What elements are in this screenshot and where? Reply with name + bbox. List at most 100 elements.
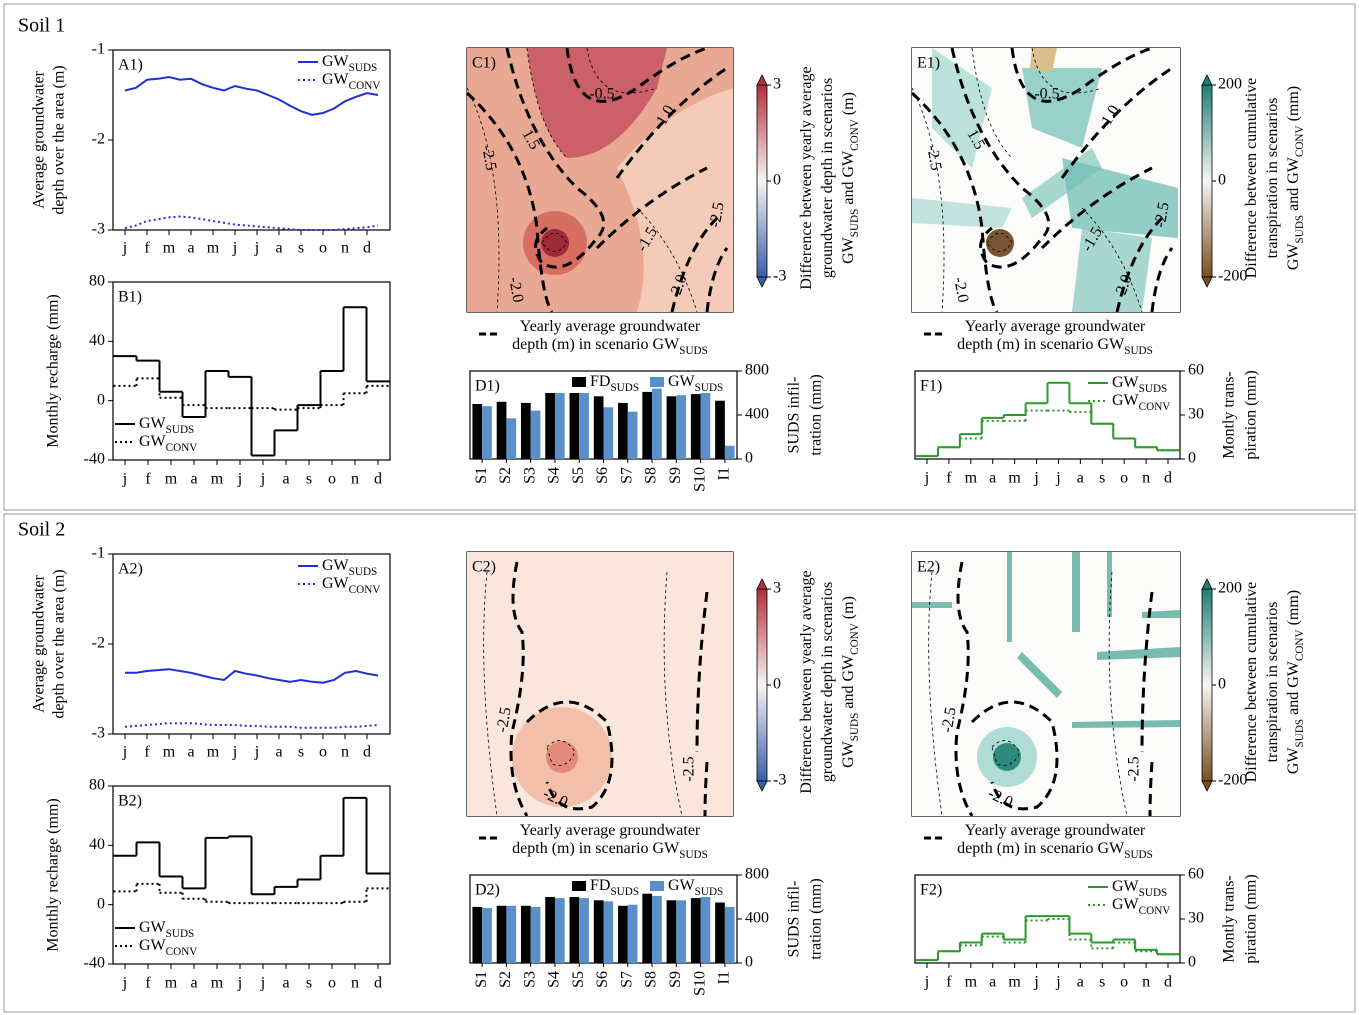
legend-label-part: GW (139, 919, 167, 936)
colorbar-label: GWSUDS and GWCONV (mm) (1285, 86, 1306, 270)
bar (690, 898, 701, 963)
bar (603, 407, 614, 459)
bar (579, 393, 589, 459)
contour-label: -2.5 (939, 706, 960, 734)
legend-label: depth (m) in scenario GWSUDS (512, 336, 708, 357)
field-zone (993, 743, 1021, 771)
y-tick-label: -1 (92, 545, 105, 562)
x-tick-label: S7 (618, 971, 635, 988)
colorbar-label-part: GW (840, 236, 857, 264)
x-tick-label: m (163, 744, 176, 761)
x-tick-label: d (363, 240, 371, 257)
y-axis-label: Monthly recharge (mm) (45, 798, 62, 951)
x-tick-label: a (1077, 974, 1084, 991)
legend-label-part: GW (668, 877, 696, 894)
y-tick-label: 0 (1188, 954, 1196, 971)
colorbar-label-part: Difference between yearly average (798, 66, 815, 289)
contour-line (1115, 216, 1164, 313)
colorbar-extend (756, 276, 768, 288)
colorbar-label: Difference between yearly average (798, 570, 815, 793)
colorbar-label-part: and GW (1285, 660, 1302, 719)
x-tick-label: j (237, 975, 242, 992)
legend-label-part: GW (668, 373, 696, 390)
colorbar-tick-label: -3 (773, 772, 786, 789)
legend-label-part: SUDS (1139, 383, 1168, 395)
legend-label-part: CONV (166, 946, 198, 958)
legend-label-part: GW (139, 415, 167, 432)
legend-label-part: SUDS (1124, 345, 1153, 357)
x-tick-label: f (144, 744, 150, 761)
x-tick-label: f (946, 470, 952, 487)
bar (554, 393, 565, 459)
contour-label: -2.5 (923, 144, 944, 172)
x-tick-label: I1 (716, 467, 733, 480)
x-tick-label: s (306, 975, 312, 992)
colorbar-label: groundwater depth in scenarios (819, 78, 836, 278)
legend-label: GWSUDS (668, 373, 723, 394)
x-tick-label: d (363, 744, 371, 761)
colorbar-label-part: CONV (1294, 629, 1306, 661)
legend-label: GWSUDS (322, 53, 377, 74)
legend-label-part: Yearly average groundwater (520, 318, 701, 335)
x-tick-label: m (207, 240, 220, 257)
contour-line (1108, 571, 1128, 817)
y-tick-label: -2 (92, 635, 105, 652)
contour-line (565, 46, 708, 103)
colorbar (756, 588, 768, 782)
x-tick-label: j (1033, 470, 1038, 487)
x-tick-label: S8 (643, 467, 660, 484)
plot-frame (112, 281, 391, 461)
y-tick-label: 800 (745, 866, 769, 883)
x-tick-label: S1 (473, 467, 490, 484)
legend-label-part: depth (m) in scenario GW (512, 336, 680, 353)
x-tick-label: n (1142, 470, 1150, 487)
legend-label: depth (m) in scenario GWSUDS (957, 336, 1153, 357)
map-field (465, 46, 733, 313)
colorbar-label: Difference between yearly average (798, 66, 815, 289)
contour-label: -0.5 (1034, 86, 1059, 103)
y-axis-label: Monthly recharge (mm) (45, 294, 62, 447)
colorbar (1201, 588, 1213, 782)
legend-label-part: SUDS (695, 886, 724, 898)
panel-label: D2) (475, 882, 500, 899)
y-tick-label: 0 (745, 450, 753, 467)
y-tick-label: 0 (97, 391, 105, 408)
contour-line (466, 87, 500, 313)
x-tick-label: I1 (716, 971, 733, 984)
x-tick-label: j (1055, 974, 1060, 991)
contour-line (526, 47, 568, 159)
x-tick-label: m (1008, 470, 1021, 487)
colorbar-tick-label: 3 (773, 580, 781, 597)
field-zone (1072, 552, 1080, 632)
bar (700, 393, 711, 459)
colorbar-label: groundwater depth in scenarios (819, 582, 836, 782)
bar (700, 897, 711, 963)
y-tick-label: 40 (89, 332, 105, 349)
colorbar-label-part: SUDS (1294, 719, 1306, 748)
x-tick-label: m (163, 240, 176, 257)
field-zone (1022, 148, 1102, 218)
colorbar-label: transpiration in scenarios (1264, 602, 1281, 763)
contour-label: 2.0 (1113, 272, 1136, 297)
x-tick-label: a (989, 470, 996, 487)
contour-label: -2.0 (950, 276, 971, 304)
x-tick-label: S10 (691, 467, 708, 492)
field-zone (617, 88, 733, 312)
y-tick-label: 80 (89, 777, 105, 794)
y-tick-label: 800 (745, 362, 769, 379)
field-zone (507, 48, 667, 158)
colorbar-label-part: SUDS (1294, 215, 1306, 244)
y-tick-label: -3 (92, 221, 105, 238)
y-axis-label: Average groundwater (31, 574, 48, 713)
legend-label: GWCONV (1112, 896, 1170, 917)
colorbar-label-part: (m) (840, 92, 857, 119)
bar (579, 898, 589, 963)
bar (554, 898, 565, 963)
legend-label-part: CONV (1139, 401, 1171, 413)
bar (724, 906, 735, 963)
legend-label-part: SUDS (1139, 887, 1168, 899)
legend-label: GWSUDS (139, 415, 194, 436)
x-tick-label: S9 (667, 467, 684, 484)
y-tick-label: -40 (84, 451, 105, 468)
